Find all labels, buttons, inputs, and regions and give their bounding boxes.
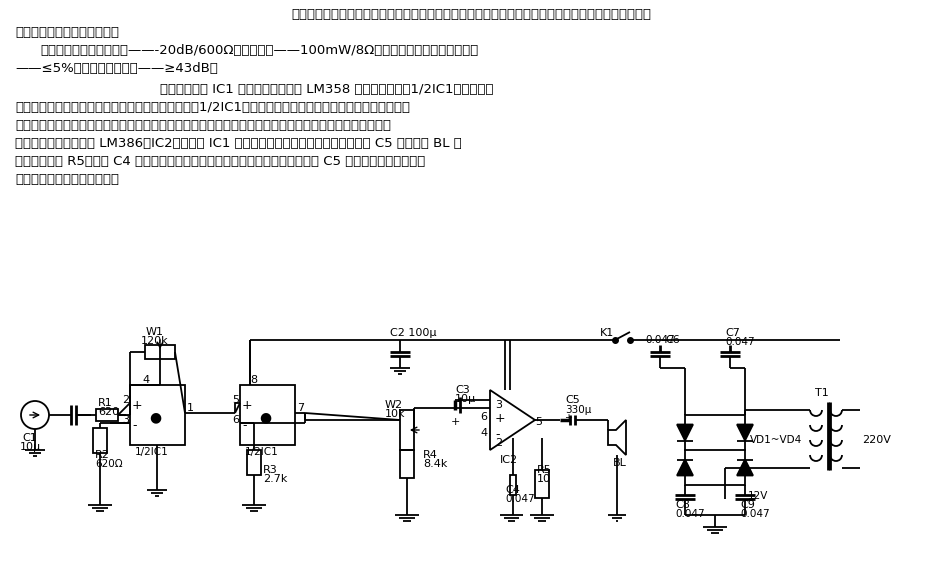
Bar [93, 428, 107, 453]
Text: 音频功率放大集成电路 LM386（IC2），它对 IC1 送来的信号进行功率放大，经耦合电容 C5 推动喇叭 BL 发: 音频功率放大集成电路 LM386（IC2），它对 IC1 送来的信号进行功率放大… [15, 137, 462, 150]
Text: 6: 6 [232, 415, 239, 425]
Text: 1: 1 [187, 403, 194, 413]
Polygon shape [737, 459, 753, 476]
Text: 620Ω: 620Ω [95, 459, 123, 469]
Text: ——≤5%；音频输出信噪比——≥43dB。: ——≤5%；音频输出信噪比——≥43dB。 [15, 62, 218, 75]
Text: 10μ: 10μ [20, 442, 41, 452]
Text: R5: R5 [537, 465, 552, 475]
Text: C3: C3 [455, 385, 470, 395]
Text: 电压放大器由 IC1 集成双运算放大器 LM358 担任，第一级（1/2IC1）为前级反: 电压放大器由 IC1 集成双运算放大器 LM358 担任，第一级（1/2IC1）… [160, 83, 493, 96]
Text: 2: 2 [495, 438, 502, 448]
Polygon shape [737, 424, 753, 441]
Text: W1: W1 [146, 327, 164, 337]
Text: 7: 7 [297, 403, 305, 413]
Text: R4: R4 [423, 450, 438, 460]
Polygon shape [677, 424, 693, 441]
Text: C6: C6 [665, 335, 680, 345]
Text: 8.4k: 8.4k [423, 459, 447, 469]
Text: 相放大器，它将微弱的信号进行电压放大。第二级（1/2IC1）构成缓冲隔离放大器，其特点是输入阻抗高、: 相放大器，它将微弱的信号进行电压放大。第二级（1/2IC1）构成缓冲隔离放大器，… [15, 101, 410, 114]
Text: C1: C1 [23, 433, 38, 443]
Text: 6: 6 [480, 412, 487, 422]
Bar [145, 345, 175, 359]
Text: R3: R3 [263, 465, 278, 475]
Bar [130, 385, 185, 445]
Bar [510, 475, 516, 495]
Text: 330μ: 330μ [565, 405, 591, 415]
Text: 输出阻抗低，从而提高了前级运放带负载的能力，有效地阻隔了后级负载对前级放大器的影响。末级采用了: 输出阻抗低，从而提高了前级运放带负载的能力，有效地阻隔了后级负载对前级放大器的影… [15, 119, 391, 132]
Text: -: - [495, 428, 500, 441]
Bar [535, 470, 549, 498]
Text: W2: W2 [385, 400, 403, 410]
Text: C4: C4 [505, 485, 520, 495]
Text: 0.047: 0.047 [725, 337, 754, 347]
Text: 出声音，电阻 R5、电容 C4 为高频校正网络，以防止放大器出现自激。输出电容 C5 不仅起隔直作用，同时: 出声音，电阻 R5、电容 C4 为高频校正网络，以防止放大器出现自激。输出电容 … [15, 155, 425, 168]
Text: 10μ: 10μ [455, 394, 476, 404]
Text: 还影响着低频端频响的好坏。: 还影响着低频端频响的好坏。 [15, 173, 119, 186]
Text: T1: T1 [815, 388, 829, 398]
Circle shape [21, 401, 49, 429]
Text: 3: 3 [122, 415, 129, 425]
Text: 2: 2 [122, 395, 129, 405]
Text: -: - [242, 419, 246, 432]
Text: 10k: 10k [385, 409, 405, 419]
Bar [400, 410, 414, 450]
Text: R1: R1 [98, 398, 113, 408]
Text: 4: 4 [480, 428, 488, 438]
Text: 3: 3 [495, 400, 502, 410]
Text: -: - [132, 419, 137, 432]
Text: 2.7k: 2.7k [263, 474, 288, 484]
Bar [400, 450, 414, 478]
Text: 0.047: 0.047 [740, 509, 769, 519]
Text: 120k: 120k [141, 336, 169, 346]
Text: ●: ● [149, 410, 161, 424]
Text: VD1~VD4: VD1~VD4 [750, 435, 802, 445]
Text: +: + [495, 412, 505, 425]
Text: 1/2IC1: 1/2IC1 [245, 447, 279, 457]
Text: 1/2IC1: 1/2IC1 [135, 447, 169, 457]
Text: 0.047: 0.047 [675, 509, 704, 519]
Text: 及其它要求功率不大的场合。: 及其它要求功率不大的场合。 [15, 26, 119, 39]
Text: +: + [242, 399, 253, 412]
Text: 220V: 220V [862, 435, 891, 445]
Text: 这是一个价廉且体积小、性能好、简单易制的音频功率放大器，它可用于汽车收音机、收录机、报警器: 这是一个价廉且体积小、性能好、简单易制的音频功率放大器，它可用于汽车收音机、收录… [291, 8, 651, 21]
Text: C8: C8 [675, 500, 690, 510]
Text: 主要技术指标：输入电平——-20dB/600Ω；输出电平——100mW/8Ω；额定输出功率时非线性失真: 主要技术指标：输入电平——-20dB/600Ω；输出电平——100mW/8Ω；额… [40, 44, 478, 57]
Text: BL: BL [613, 458, 627, 468]
Text: 0.047: 0.047 [645, 335, 674, 345]
Text: C2 100μ: C2 100μ [390, 328, 437, 338]
Bar [247, 450, 261, 475]
Text: +: + [564, 413, 572, 423]
Text: +: + [132, 399, 142, 412]
Polygon shape [608, 420, 626, 455]
Text: K1: K1 [600, 328, 614, 338]
Polygon shape [490, 390, 535, 450]
Text: C5: C5 [565, 395, 580, 405]
Text: 8: 8 [250, 375, 257, 385]
Text: ●: ● [259, 410, 271, 424]
Polygon shape [677, 459, 693, 476]
Text: 10: 10 [537, 474, 551, 484]
Text: R2: R2 [95, 450, 110, 460]
Text: C7: C7 [725, 328, 740, 338]
Text: 620: 620 [98, 407, 119, 417]
Text: 0.047: 0.047 [505, 494, 535, 504]
Text: 4: 4 [142, 375, 149, 385]
Text: IC2: IC2 [500, 455, 518, 465]
Text: 5: 5 [232, 395, 239, 405]
Text: 12V: 12V [748, 491, 769, 501]
Bar [240, 385, 295, 445]
Text: +: + [451, 417, 460, 427]
Text: 5: 5 [535, 417, 542, 427]
Bar [96, 409, 118, 421]
Text: C9: C9 [740, 500, 755, 510]
